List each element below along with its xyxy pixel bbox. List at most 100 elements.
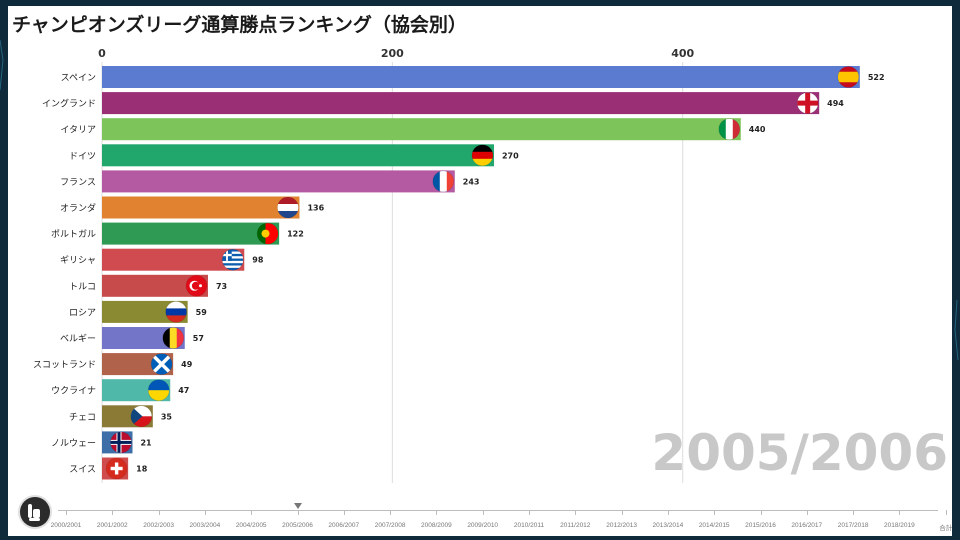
bar[interactable] xyxy=(102,300,188,323)
bar-row[interactable]: スイス 18 xyxy=(69,457,148,480)
timeline-tick xyxy=(251,510,253,515)
timeline-label[interactable]: 2001/2002 xyxy=(96,522,128,529)
timeline-label[interactable]: 2003/2004 xyxy=(189,522,221,529)
timeline-tick xyxy=(436,510,438,515)
timeline-tick xyxy=(112,510,114,515)
bar-row[interactable]: イングランド 494 xyxy=(42,92,844,115)
netherlands-flag-icon xyxy=(277,196,299,219)
value-label: 98 xyxy=(252,256,264,265)
timeline-label[interactable]: 2014/2015 xyxy=(698,522,730,529)
value-label: 494 xyxy=(827,99,844,108)
timeline-label[interactable]: 2015/2016 xyxy=(745,522,776,529)
timeline-tick xyxy=(806,510,808,515)
timeline-tick xyxy=(204,510,206,515)
timeline-label[interactable]: 2013/2014 xyxy=(652,522,684,529)
current-year-label: 2005/2006 xyxy=(651,424,948,482)
bar-row[interactable]: ギリシャ 98 xyxy=(60,248,264,271)
bar[interactable] xyxy=(102,222,280,245)
timeline-label[interactable]: 2016/2017 xyxy=(791,522,823,529)
bar[interactable] xyxy=(102,248,245,271)
category-label: トルコ xyxy=(69,282,96,292)
value-label: 122 xyxy=(287,230,304,239)
bar[interactable] xyxy=(102,274,208,297)
timeline-label[interactable]: 2017/2018 xyxy=(837,522,869,529)
value-label: 18 xyxy=(136,465,148,474)
bar-row[interactable]: ウクライナ 47 xyxy=(51,379,189,402)
category-label: チェコ xyxy=(69,412,96,423)
timeline-tick xyxy=(899,510,901,515)
timeline-tick xyxy=(760,510,762,515)
category-label: フランス xyxy=(60,177,96,188)
timeline-track xyxy=(58,510,938,511)
bar-row[interactable]: ロシア 59 xyxy=(69,300,207,323)
value-label: 270 xyxy=(502,151,519,160)
timeline-label[interactable]: 2012/2013 xyxy=(606,522,637,529)
timeline-label[interactable]: 2002/2003 xyxy=(143,522,174,529)
bar[interactable] xyxy=(102,92,820,115)
category-label: イタリア xyxy=(60,125,96,136)
timeline-label[interactable]: 2009/2010 xyxy=(467,522,499,529)
timeline-label[interactable]: 合計 xyxy=(939,525,953,532)
timeline-label[interactable]: 2007/2008 xyxy=(374,522,406,529)
timeline-label[interactable]: 2005/2006 xyxy=(282,522,313,529)
category-label: ノルウェー xyxy=(51,438,96,449)
x-tick-label: 200 xyxy=(381,47,404,60)
chart-title: チャンピオンズリーグ通算勝点ランキング（協会別） xyxy=(12,14,467,36)
bar-row[interactable]: チェコ 35 xyxy=(69,405,173,428)
ukraine-flag-icon xyxy=(147,379,170,402)
timeline-tick xyxy=(297,510,299,515)
timeline-tick xyxy=(482,510,484,515)
bar-row[interactable]: ドイツ 270 xyxy=(69,144,519,167)
timeline-label[interactable]: 2008/2009 xyxy=(421,522,452,529)
timeline-label[interactable]: 2000/2001 xyxy=(50,522,82,529)
italy-flag-icon xyxy=(718,118,741,140)
bar-row[interactable]: フランス 243 xyxy=(60,170,480,193)
value-label: 73 xyxy=(216,282,227,291)
timeline-label[interactable]: 2010/2011 xyxy=(513,522,545,529)
belgium-flag-icon xyxy=(162,327,185,349)
category-label: スペイン xyxy=(61,74,96,84)
value-label: 35 xyxy=(161,412,173,421)
timeline-label[interactable]: 2004/2005 xyxy=(235,522,267,529)
value-label: 49 xyxy=(181,360,193,369)
england-flag-icon xyxy=(796,92,819,114)
bar-row[interactable]: オランダ 136 xyxy=(60,196,325,219)
timeline-tick xyxy=(158,510,160,515)
bar-row[interactable]: スペイン 522 xyxy=(61,66,885,88)
category-label: ウクライナ xyxy=(51,386,96,397)
value-label: 243 xyxy=(463,177,480,186)
timeline-tick xyxy=(945,510,947,515)
bar[interactable] xyxy=(102,144,494,167)
timeline-label[interactable]: 2011/2012 xyxy=(560,522,591,529)
timeline-label[interactable]: 2018/2019 xyxy=(884,522,915,529)
value-label: 57 xyxy=(193,334,204,343)
category-label: ポルトガル xyxy=(51,229,96,240)
bar[interactable] xyxy=(102,118,741,141)
bar-row[interactable]: スコットランド 49 xyxy=(33,353,193,376)
x-tick-label: 400 xyxy=(671,47,694,60)
x-tick-label: 0 xyxy=(98,47,106,60)
timeline-slider[interactable]: 2000/2001 2001/2002 2002/2003 2003/2004 2004… xyxy=(51,502,953,536)
timeline-label[interactable]: 2006/2007 xyxy=(328,522,360,529)
czech-flag-icon xyxy=(130,405,153,428)
bar[interactable] xyxy=(102,170,455,193)
greece-flag-icon xyxy=(221,248,244,271)
timeline-tick xyxy=(667,510,669,515)
bar-row[interactable]: ポルトガル 122 xyxy=(51,222,304,245)
bar-row[interactable]: ノルウェー 21 xyxy=(51,431,152,454)
bar-row[interactable]: トルコ 73 xyxy=(69,274,227,297)
timeline-labels: 2000/2001 2001/2002 2002/2003 2003/2004 2004… xyxy=(51,522,953,534)
bar-row[interactable]: イタリア 440 xyxy=(60,118,766,141)
bar[interactable] xyxy=(102,327,185,349)
play-button[interactable] xyxy=(20,497,50,527)
bar[interactable] xyxy=(102,196,300,219)
category-label: ドイツ xyxy=(69,152,96,162)
bar[interactable] xyxy=(102,66,860,88)
switzerland-flag-icon xyxy=(105,457,128,480)
value-label: 136 xyxy=(307,204,324,213)
category-label: ギリシャ xyxy=(60,255,96,266)
timeline-handle[interactable] xyxy=(293,503,302,509)
bar-row[interactable]: ベルギー 57 xyxy=(60,327,204,349)
timeline-tick xyxy=(529,510,530,515)
